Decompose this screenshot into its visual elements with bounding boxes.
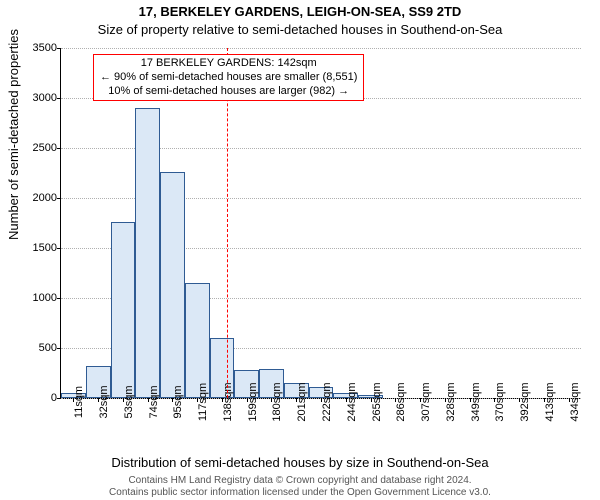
- xtick-label: 53sqm: [123, 385, 135, 418]
- xtick-label: 11sqm: [73, 386, 85, 418]
- ytick-mark: [57, 298, 61, 299]
- chart-title-address: 17, BERKELEY GARDENS, LEIGH-ON-SEA, SS9 …: [0, 4, 600, 19]
- xtick-label: 159sqm: [247, 382, 259, 421]
- annotation-line3: 10% of semi-detached houses are larger (…: [100, 85, 357, 99]
- ytick-label: 500: [17, 342, 57, 354]
- footer-attribution: Contains HM Land Registry data © Crown c…: [0, 475, 600, 498]
- xtick-label: 222sqm: [321, 382, 333, 421]
- x-axis-label: Distribution of semi-detached houses by …: [0, 455, 600, 470]
- ytick-mark: [57, 148, 61, 149]
- ytick-label: 3500: [17, 42, 57, 54]
- gridline: [61, 48, 581, 49]
- ytick-mark: [57, 98, 61, 99]
- chart-container: 17, BERKELEY GARDENS, LEIGH-ON-SEA, SS9 …: [0, 0, 600, 500]
- histogram-bar: [185, 283, 210, 398]
- annotation-line1: 17 BERKELEY GARDENS: 142sqm: [100, 57, 357, 71]
- xtick-label: 74sqm: [148, 385, 160, 418]
- xtick-label: 180sqm: [271, 382, 283, 421]
- xtick-label: 265sqm: [371, 382, 383, 421]
- ytick-mark: [57, 48, 61, 49]
- histogram-bar: [160, 172, 185, 398]
- ytick-label: 1000: [17, 292, 57, 304]
- ytick-mark: [57, 398, 61, 399]
- ytick-label: 0: [17, 392, 57, 404]
- ytick-mark: [57, 348, 61, 349]
- footer-line2: Contains public sector information licen…: [109, 487, 491, 498]
- xtick-label: 413sqm: [544, 382, 556, 421]
- xtick-label: 434sqm: [569, 382, 581, 421]
- xtick-label: 244sqm: [346, 382, 358, 421]
- histogram-bar: [111, 222, 136, 398]
- xtick-label: 95sqm: [172, 385, 184, 418]
- chart-title-desc: Size of property relative to semi-detach…: [0, 22, 600, 37]
- xtick-label: 307sqm: [420, 382, 432, 421]
- annotation-line2: ← 90% of semi-detached houses are smalle…: [100, 71, 357, 85]
- ytick-label: 2500: [17, 142, 57, 154]
- xtick-label: 349sqm: [470, 382, 482, 421]
- footer-line1: Contains HM Land Registry data © Crown c…: [128, 475, 471, 486]
- ytick-mark: [57, 248, 61, 249]
- annotation-box: 17 BERKELEY GARDENS: 142sqm ← 90% of sem…: [93, 54, 364, 101]
- xtick-label: 328sqm: [445, 382, 457, 421]
- y-axis-label: Number of semi-detached properties: [6, 29, 21, 240]
- plot-area: 050010001500200025003000350011sqm32sqm53…: [60, 48, 581, 399]
- xtick-label: 201sqm: [296, 382, 308, 421]
- histogram-bar: [135, 108, 160, 398]
- xtick-label: 370sqm: [494, 382, 506, 421]
- ytick-label: 2000: [17, 192, 57, 204]
- ytick-label: 3000: [17, 92, 57, 104]
- xtick-label: 392sqm: [519, 382, 531, 421]
- ytick-label: 1500: [17, 242, 57, 254]
- xtick-label: 286sqm: [395, 382, 407, 421]
- xtick-label: 32sqm: [98, 385, 110, 418]
- ytick-mark: [57, 198, 61, 199]
- xtick-label: 117sqm: [197, 383, 209, 421]
